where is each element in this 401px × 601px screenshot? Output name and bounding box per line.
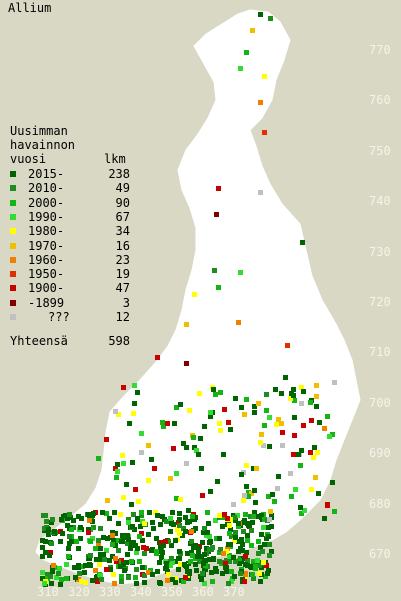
legend-row: 2000- 90 — [10, 195, 130, 210]
legend-count: 12 — [115, 310, 130, 324]
y-tick-label: 760 — [369, 93, 391, 108]
legend-count: 19 — [115, 267, 130, 282]
legend-total-count: 598 — [108, 334, 130, 348]
legend-swatch — [10, 299, 16, 306]
legend-row: 1990- 67 — [10, 209, 130, 224]
legend-year: 1970- — [28, 238, 65, 253]
legend-row: 1900- 47 — [10, 282, 130, 295]
legend-heading-1: Uusimman — [10, 124, 68, 138]
x-tick-label: 370 — [223, 585, 245, 599]
legend-swatch — [10, 271, 16, 278]
legend-row: 2010- 49 — [10, 182, 130, 195]
legend-count: 3 — [122, 295, 130, 310]
y-tick-label: 750 — [369, 143, 391, 158]
legend-year: 1990- — [28, 209, 65, 224]
y-tick-label: 670 — [369, 547, 391, 561]
legend-row: 1980- 34 — [10, 225, 130, 238]
y-tick-label: 690 — [369, 446, 391, 461]
y-tick-label: 740 — [369, 194, 391, 209]
y-tick-label: 730 — [369, 244, 391, 259]
legend-count: 67 — [115, 209, 130, 224]
legend-year: 2015- — [28, 167, 65, 181]
legend-count: 23 — [115, 252, 130, 267]
legend-year: 2010- — [28, 181, 65, 196]
legend-count-header: lkm — [104, 152, 126, 166]
legend-year: 1960- — [28, 252, 65, 267]
legend-total-label: Yhteensä — [10, 334, 68, 348]
x-tick-label: 350 — [161, 585, 183, 599]
legend-row: 1960- 23 — [10, 252, 130, 267]
legend-swatch — [10, 171, 16, 177]
legend-swatch — [10, 199, 16, 206]
y-tick-label: 710 — [369, 345, 391, 360]
legend-count: 16 — [115, 238, 130, 253]
legend-year: ??? — [48, 310, 70, 324]
legend-count: 49 — [115, 181, 130, 196]
legend-row: -1899 3 — [10, 295, 130, 310]
x-tick-label: 360 — [192, 585, 214, 599]
legend-year: -1899 — [28, 295, 65, 310]
legend-swatch — [10, 213, 16, 220]
y-tick-label: 680 — [369, 496, 391, 511]
observation-dots — [40, 12, 337, 587]
legend-swatch — [10, 228, 16, 235]
y-tick-label: 720 — [369, 295, 391, 309]
x-tick-label: 330 — [99, 585, 121, 599]
legend-count: 34 — [115, 224, 130, 239]
x-tick-label: 320 — [68, 585, 90, 599]
legend-row: 1950- 19 — [10, 268, 130, 281]
legend-year: 2000- — [28, 195, 65, 210]
legend-count: 47 — [115, 281, 130, 296]
legend-row: 1970- 16 — [10, 238, 130, 253]
y-tick-label: 700 — [369, 395, 391, 410]
species-title: Allium — [8, 1, 52, 15]
legend-swatch — [10, 256, 16, 263]
legend-year: 1950- — [28, 267, 65, 282]
legend-count: 90 — [115, 195, 130, 210]
legend-swatch — [10, 242, 16, 249]
legend-swatch — [10, 314, 16, 320]
legend-year: 1980- — [28, 224, 65, 239]
x-tick-label: 340 — [130, 585, 152, 599]
legend-swatch — [10, 185, 16, 192]
legend-year: 1900- — [28, 281, 65, 296]
legend-row: ??? 12 — [10, 311, 130, 324]
x-tick-label: 310 — [37, 585, 59, 599]
legend-row: 2015- 238 — [10, 168, 130, 181]
y-tick-label: 770 — [369, 43, 391, 57]
legend-count: 238 — [108, 167, 130, 181]
legend-heading-2: havainnon — [10, 138, 76, 152]
finland-landmass — [35, 9, 361, 585]
legend-swatch — [10, 285, 16, 292]
legend-heading-3: vuosi — [10, 152, 47, 166]
